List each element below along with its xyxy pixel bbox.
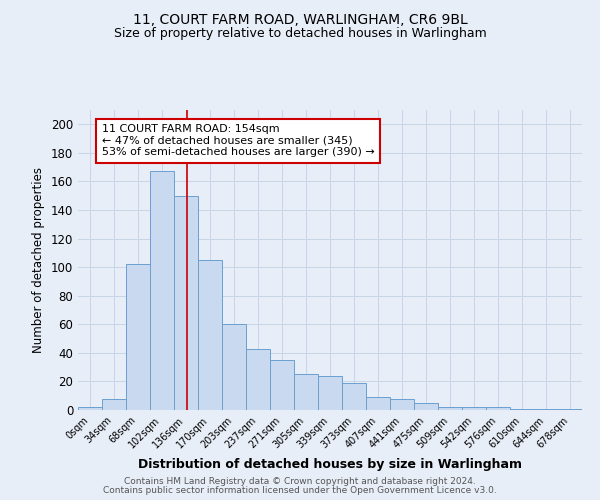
Bar: [534, 408, 558, 410]
Bar: [486, 407, 510, 410]
Bar: [438, 407, 462, 410]
Bar: [342, 383, 366, 410]
Text: Contains public sector information licensed under the Open Government Licence v3: Contains public sector information licen…: [103, 486, 497, 495]
Bar: [198, 260, 222, 410]
Bar: [390, 398, 414, 410]
Bar: [78, 407, 102, 410]
Bar: [150, 172, 174, 410]
Bar: [366, 397, 390, 410]
X-axis label: Distribution of detached houses by size in Warlingham: Distribution of detached houses by size …: [138, 458, 522, 471]
Text: Contains HM Land Registry data © Crown copyright and database right 2024.: Contains HM Land Registry data © Crown c…: [124, 477, 476, 486]
Bar: [558, 408, 582, 410]
Bar: [294, 374, 318, 410]
Bar: [222, 324, 246, 410]
Y-axis label: Number of detached properties: Number of detached properties: [32, 167, 45, 353]
Bar: [126, 264, 150, 410]
Bar: [414, 403, 438, 410]
Text: 11 COURT FARM ROAD: 154sqm
← 47% of detached houses are smaller (345)
53% of sem: 11 COURT FARM ROAD: 154sqm ← 47% of deta…: [102, 124, 375, 158]
Text: 11, COURT FARM ROAD, WARLINGHAM, CR6 9BL: 11, COURT FARM ROAD, WARLINGHAM, CR6 9BL: [133, 12, 467, 26]
Bar: [510, 408, 534, 410]
Bar: [462, 407, 486, 410]
Bar: [246, 348, 270, 410]
Bar: [270, 360, 294, 410]
Bar: [102, 398, 126, 410]
Text: Size of property relative to detached houses in Warlingham: Size of property relative to detached ho…: [113, 28, 487, 40]
Bar: [174, 196, 198, 410]
Bar: [318, 376, 342, 410]
